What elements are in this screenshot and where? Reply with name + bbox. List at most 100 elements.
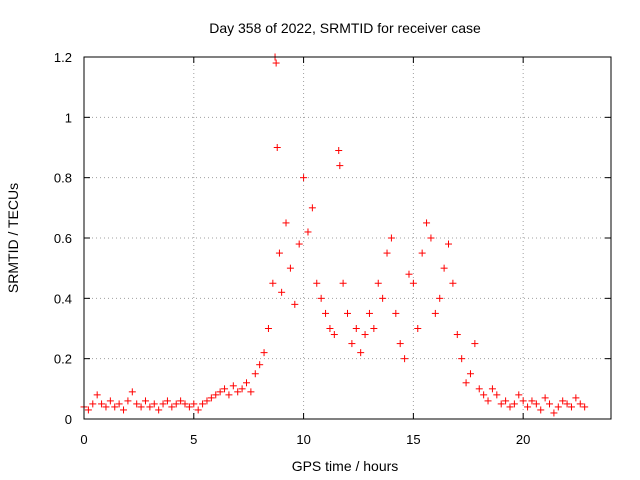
data-point xyxy=(286,264,294,272)
data-point xyxy=(336,162,344,170)
data-point xyxy=(194,406,202,414)
data-point xyxy=(445,240,453,248)
y-tick-label: 0.8 xyxy=(54,171,72,186)
data-point xyxy=(387,234,395,242)
data-point xyxy=(106,397,114,405)
y-tick-label: 0 xyxy=(65,412,72,427)
data-point xyxy=(572,394,580,402)
x-tick-label: 0 xyxy=(80,432,87,447)
chart-title: Day 358 of 2022, SRMTID for receiver cas… xyxy=(209,20,481,36)
data-point xyxy=(576,400,584,408)
data-point xyxy=(273,144,281,151)
data-point xyxy=(554,403,562,411)
x-tick-label: 15 xyxy=(406,432,420,447)
data-point xyxy=(93,391,101,399)
data-point xyxy=(418,249,426,257)
x-axis-label: GPS time / hours xyxy=(292,458,399,474)
data-point xyxy=(269,279,277,287)
data-point xyxy=(401,355,409,363)
data-point xyxy=(163,397,171,405)
data-point xyxy=(234,388,242,396)
data-point xyxy=(238,385,246,393)
y-tick-label: 0.4 xyxy=(54,291,72,306)
data-point xyxy=(260,349,268,357)
data-point xyxy=(98,400,106,408)
data-point xyxy=(563,400,571,408)
data-point xyxy=(203,397,211,405)
x-tick-label: 20 xyxy=(516,432,530,447)
data-point xyxy=(159,400,167,408)
y-axis-ticks: 0 0.2 0.4 0.6 0.8 1 1.2 xyxy=(54,50,611,427)
data-point xyxy=(484,397,492,405)
x-tick-label: 10 xyxy=(296,432,310,447)
data-point xyxy=(339,279,347,287)
data-point xyxy=(150,400,158,408)
data-point xyxy=(502,397,510,405)
data-point xyxy=(453,331,461,339)
data-point xyxy=(275,249,283,257)
data-point xyxy=(120,406,128,414)
data-point xyxy=(488,385,496,393)
data-point xyxy=(462,379,470,387)
data-point xyxy=(409,279,417,287)
data-point xyxy=(207,394,215,402)
data-point xyxy=(295,240,303,248)
data-point xyxy=(181,400,189,408)
y-tick-label: 1.2 xyxy=(54,50,72,65)
data-point xyxy=(264,325,272,332)
data-point xyxy=(436,294,444,302)
data-point xyxy=(89,400,97,408)
data-point xyxy=(458,355,466,363)
data-point xyxy=(431,309,439,317)
data-point xyxy=(383,249,391,257)
data-point xyxy=(242,379,250,387)
data-point xyxy=(449,279,457,287)
data-point xyxy=(348,340,356,348)
data-point xyxy=(567,403,575,411)
x-axis-ticks: 0 5 10 15 20 xyxy=(80,57,530,447)
data-point xyxy=(528,397,536,405)
data-point xyxy=(546,400,554,408)
data-point xyxy=(322,309,330,317)
data-point xyxy=(475,385,483,393)
data-point xyxy=(392,309,400,317)
data-point xyxy=(379,294,387,302)
data-point xyxy=(190,400,198,408)
data-point xyxy=(405,270,413,278)
data-point xyxy=(550,409,558,417)
data-point xyxy=(185,403,193,411)
data-point xyxy=(221,385,229,393)
data-point xyxy=(374,279,382,287)
data-point xyxy=(581,403,589,411)
data-point xyxy=(168,403,176,411)
data-point xyxy=(278,288,286,296)
data-point xyxy=(291,300,299,308)
data-point xyxy=(102,403,110,411)
data-point xyxy=(137,403,145,411)
data-point xyxy=(256,361,264,369)
grid xyxy=(84,57,611,419)
data-point xyxy=(84,406,92,414)
data-point xyxy=(365,309,373,317)
data-point xyxy=(506,403,514,411)
data-point xyxy=(141,397,149,405)
data-point xyxy=(559,397,567,405)
data-point xyxy=(225,391,233,399)
data-point xyxy=(155,406,163,414)
data-point xyxy=(515,391,523,399)
data-point xyxy=(124,397,132,405)
data-point xyxy=(466,370,474,378)
data-point xyxy=(326,325,334,332)
data-point xyxy=(251,370,259,378)
data-point xyxy=(229,382,237,390)
data-point xyxy=(396,340,404,348)
data-point xyxy=(335,147,343,155)
data-point xyxy=(216,388,224,396)
data-point xyxy=(427,234,435,242)
data-point xyxy=(146,403,154,411)
data-point xyxy=(282,219,290,227)
data-point xyxy=(493,391,501,399)
data-point xyxy=(471,340,479,348)
data-point xyxy=(370,325,378,332)
